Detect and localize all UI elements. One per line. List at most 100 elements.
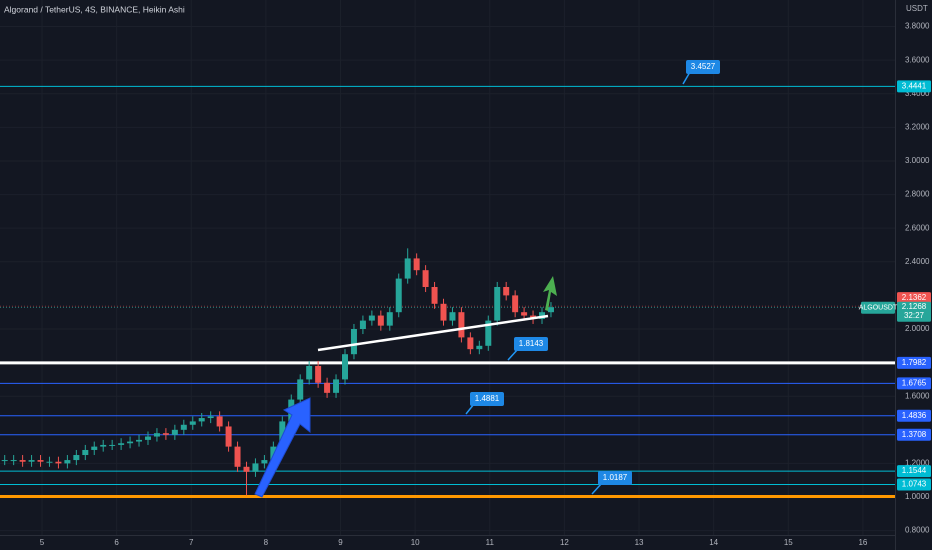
candle-body [144,436,151,440]
y-tick-label: 1.0000 [905,492,930,501]
currency: USDT [906,4,928,13]
candle-body [476,345,483,350]
levels [0,85,895,499]
x-tick-label: 11 [486,538,495,547]
price-label: 1.1544 [902,466,927,475]
candle-body [368,315,375,321]
price-axis: 3.8000 3.6000 3.4000 3.2000 3.0000 2.8000 2.60… [859,22,931,535]
candle-body [82,449,89,456]
x-tick-label: 9 [338,538,343,547]
chart-title: Algorand / TetherUS, 4S, BINANCE, Heikin… [4,4,185,14]
grid [0,0,895,535]
candle-body [109,444,116,446]
candle-body [37,460,44,462]
y-tick-label: 2.8000 [905,190,930,199]
candle-body [10,460,17,462]
candle-body [547,307,554,313]
price-label: 1.4836 [902,411,927,420]
candle-body [297,379,304,400]
y-tick-label: 3.0000 [905,156,930,165]
candle-body [306,365,313,380]
price-label: 1.6765 [902,378,927,387]
candle-body [189,421,196,425]
callout-box [686,60,720,74]
callout-label: 1.4881 [475,394,500,403]
candle-body [64,460,71,464]
price-label-box [897,409,931,422]
y-tick-label: 2.4000 [905,257,930,266]
trend-line [317,314,549,352]
candle-body [467,337,474,350]
candle-body [136,439,143,442]
last-price-box [897,301,931,322]
candle-body [243,466,250,472]
x-tick-label: 10 [411,538,420,547]
callout-label: 3.4527 [691,62,716,71]
candle-body [55,461,62,464]
price-label: 3.4441 [902,81,927,90]
x-tick-label: 14 [709,538,718,547]
candle-body [440,303,447,321]
candle-body [324,382,331,393]
green-arrow [543,276,557,311]
x-tick-label: 13 [635,538,644,547]
candle-body [404,258,411,279]
candle-body [198,418,205,422]
candle-body [162,433,169,435]
price-label-box [897,377,931,390]
candle-body [333,379,340,393]
candle-body [521,312,528,316]
y-tick-label: 3.2000 [905,122,930,131]
price-label: 1.0743 [902,480,927,489]
callout-box [470,392,504,406]
candle-body [46,461,53,463]
y-tick-label: 3.4000 [905,89,930,98]
candle-body [494,286,501,321]
x-tick-label: 15 [784,538,793,547]
candle-body [422,270,429,287]
candle-body [386,312,393,326]
candle-body [28,460,35,462]
candle-body [485,320,492,346]
candle-body [413,258,420,271]
symbol-box [861,301,895,314]
price-label-box [897,292,931,305]
candle-body [100,444,107,447]
candle-body [458,312,465,338]
symbol: ALGOUSDT [859,305,898,312]
price-label-box [897,356,931,369]
last-price: 2.1268 [902,302,927,311]
y-tick-label: 1.6000 [905,391,930,400]
candle-body [127,441,134,444]
candle-body [342,354,348,380]
candle-body [512,295,519,313]
x-tick-label: 12 [560,538,569,547]
price-label: 1.7982 [902,358,927,367]
candle-body [118,443,125,445]
candle-body [180,424,187,430]
y-tick-label: 2.6000 [905,223,930,232]
candle-body [207,416,214,419]
price-label-box [897,428,931,441]
y-tick-label: 3.6000 [905,55,930,64]
candle-body [270,446,277,461]
candle-body [449,312,456,321]
price-label-box [897,465,931,478]
y-tick-label: 3.8000 [905,22,930,31]
x-tick-label: 5 [40,538,45,547]
candle-body [73,455,80,461]
countdown: 32:27 [904,311,925,320]
x-tick-label: 7 [189,538,194,547]
price-label-box [897,478,931,491]
candle-body [91,446,98,450]
candle-body [359,320,366,329]
candle-body [234,446,241,467]
x-tick-label: 6 [114,538,119,547]
callout-label: 1.8143 [519,339,544,348]
y-tick-label: 1.2000 [905,459,930,468]
candle-body [315,365,322,383]
callout-box [598,471,632,485]
candle-body [261,460,268,464]
